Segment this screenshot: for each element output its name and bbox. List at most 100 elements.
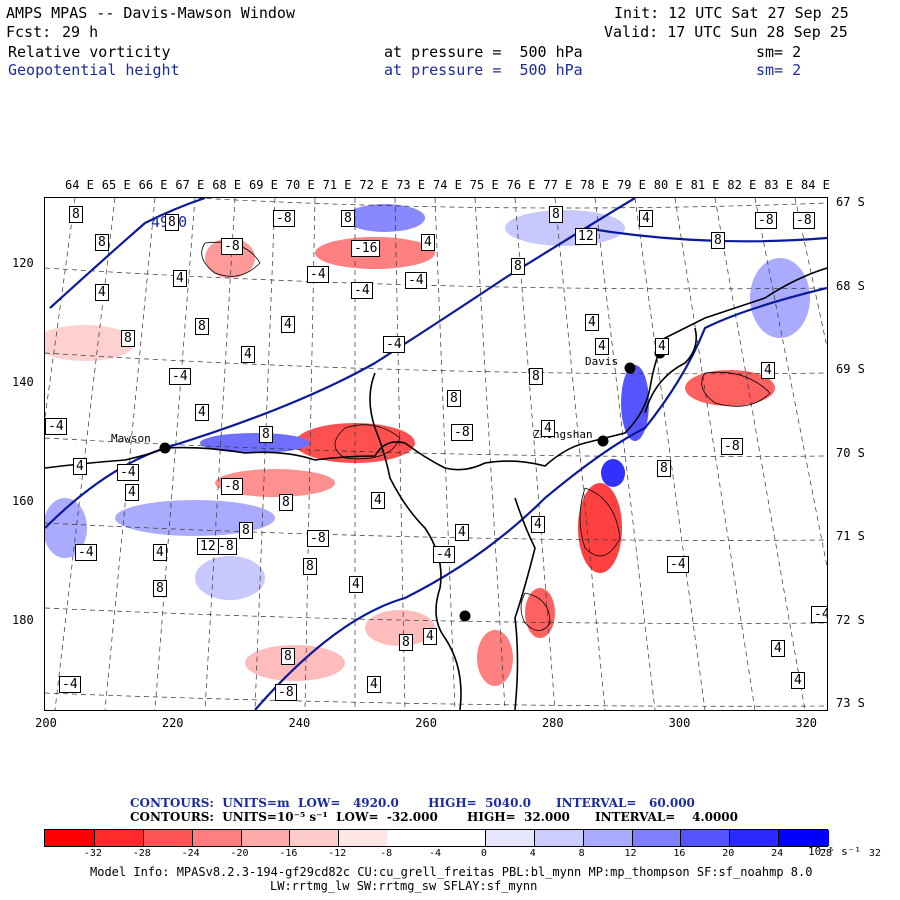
contour-value-box: 4 [541, 420, 555, 437]
colorbar-swatch [142, 830, 194, 846]
contour-value-box: -4 [405, 272, 427, 289]
longitude-label: 66 E [138, 178, 168, 192]
latitude-label: 68 S [836, 278, 865, 293]
longitude-label: 82 E [727, 178, 757, 192]
longitude-label: 81 E [690, 178, 720, 192]
contour-value-box: 4 [455, 524, 469, 541]
coastline [45, 267, 827, 710]
longitude-label: 79 E [617, 178, 646, 192]
colorbar-swatch [387, 830, 437, 846]
contour-value-box: 12 [575, 228, 597, 245]
colorbar-swatch [45, 830, 95, 846]
valid-time: Valid: 17 UTC Sun 28 Sep 25 [604, 23, 848, 41]
colorbar-tick-label: 32 [868, 848, 881, 859]
colorbar-swatch [93, 830, 145, 846]
colorbar-tick-label: 12 [624, 848, 637, 859]
neg-vorticity-area [477, 630, 513, 686]
field1-name: Relative vorticity [8, 43, 171, 61]
plot-title: AMPS MPAS -- Davis-Mawson Window [6, 4, 295, 22]
pos-vorticity-area [200, 433, 310, 453]
contour-value-box: 4 [771, 640, 785, 657]
contour-value-box: 8 [239, 522, 253, 539]
contour-value-box: -8 [755, 212, 777, 229]
pos-vorticity-area [621, 365, 649, 441]
contour-value-box: -4 [117, 464, 139, 481]
vorticity-map: Mawson Davis Zhongshan 4920 888-88-16488… [44, 197, 828, 711]
init-time: Init: 12 UTC Sat 27 Sep 25 [614, 4, 849, 22]
colorbar-swatch [484, 830, 536, 846]
contour-value-box: 4 [791, 672, 805, 689]
neg-vorticity-area [578, 483, 622, 573]
contour-value-box: -4 [811, 606, 827, 623]
longitude-label: 72 E [359, 178, 389, 192]
colorbar-tick-label: 4 [529, 848, 536, 859]
contour-value-box: 8 [657, 460, 671, 477]
station-dot-davis [624, 362, 636, 374]
station-dot-zhongshan [597, 435, 609, 447]
contour-value-box: 4 [639, 210, 653, 227]
colorbar-swatch [338, 830, 389, 846]
contour-value-box: 8 [95, 234, 109, 251]
colorbar-tick-label: -4 [428, 848, 442, 859]
colorbar-tick-label: -12 [328, 848, 347, 859]
x-tick-label: 200 [35, 716, 57, 730]
model-info-line1: Model Info: MPASv8.2.3-194-gf29cd82c CU:… [90, 865, 813, 879]
longitude-label: 65 E [101, 178, 131, 192]
contour-value-box: 8 [399, 634, 413, 651]
colorbar-tick-label: 20 [722, 848, 735, 859]
longitude-label: 70 E [285, 178, 315, 192]
colorbar-swatch [778, 830, 829, 846]
neg-vorticity-area [245, 645, 345, 681]
latitude-label: 70 S [836, 445, 865, 460]
longitude-label: 76 E [506, 178, 536, 192]
x-tick-label: 220 [161, 716, 184, 730]
field1-smoothing: sm= 2 [756, 43, 802, 61]
neg-vorticity-area [45, 325, 135, 361]
longitude-label: 67 E [175, 178, 205, 192]
vorticity-shading [45, 204, 810, 686]
y-tick-label: 120 [12, 256, 34, 270]
forecast-label: Fcst: [6, 23, 52, 41]
latitude-label: 71 S [836, 529, 865, 543]
contour-value-box: -4 [383, 336, 405, 353]
contour-value-box: 4 [761, 362, 775, 379]
colorbar-swatch [191, 830, 242, 846]
contour-value-box: 4 [371, 492, 385, 509]
colorbar [44, 829, 829, 847]
latitude-label: 72 S [836, 612, 865, 627]
station-dot-mawson [159, 442, 171, 454]
pos-vorticity-area [45, 498, 87, 558]
contour-value-box: -4 [307, 266, 329, 283]
colorbar-swatch [729, 830, 780, 846]
contour-value-box: -8 [275, 684, 297, 701]
contour-value-box: 8 [529, 368, 543, 385]
colorbar-swatch [289, 830, 340, 846]
x-tick-label: 240 [288, 716, 311, 730]
y-tick-label: 140 [12, 375, 34, 389]
latitude-label: 73 S [836, 696, 865, 710]
colorbar-tick-label: 28 [819, 848, 833, 859]
colorbar-tick-label: -8 [380, 848, 393, 859]
contour-value-box: -4 [667, 556, 689, 573]
longitude-label: 68 E [212, 178, 242, 192]
contour-value-box: 8 [549, 206, 563, 223]
longitude-label: 84 E [801, 178, 830, 192]
pos-vorticity-area [345, 204, 425, 232]
longitude-label: 77 E [543, 178, 573, 192]
contour-value-box: 12 [197, 538, 219, 555]
contour-value-box: 8 [279, 494, 293, 511]
colorbar-tick-label: 16 [673, 848, 686, 859]
longitude-label: 64 E [65, 178, 94, 192]
contour-value-box: -8 [451, 424, 473, 441]
contour-value-box: 8 [153, 580, 167, 597]
contour-value-box: 8 [281, 648, 295, 665]
longitude-label: 71 E [322, 178, 352, 192]
contour-value-box: 4 [423, 628, 437, 645]
contour-value-box: 4 [585, 314, 599, 331]
contour-value-box: 4 [95, 284, 109, 301]
contour-value-box: -4 [59, 676, 81, 693]
colorbar-tick-label: -20 [230, 848, 249, 859]
neg-vorticity-area [215, 469, 335, 497]
contour-value-box: 4 [73, 458, 87, 475]
latitude-label: 67 S [836, 195, 865, 209]
